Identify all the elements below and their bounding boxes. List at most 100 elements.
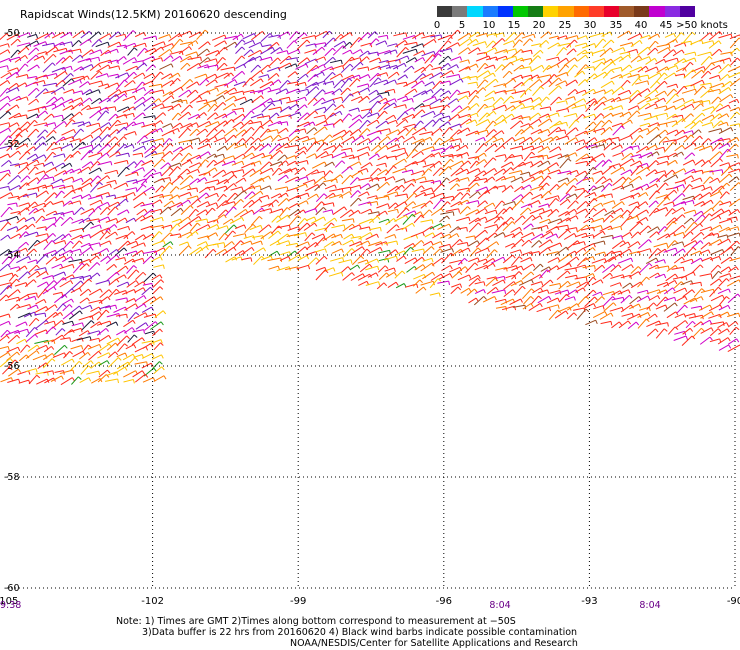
wind-barb bbox=[575, 113, 583, 122]
wind-barb bbox=[9, 303, 18, 311]
wind-barb-feather bbox=[208, 172, 211, 177]
wind-barb bbox=[59, 249, 72, 257]
wind-barb bbox=[467, 95, 477, 105]
wind-barb bbox=[690, 305, 702, 309]
wind-barb-feather bbox=[80, 97, 84, 102]
wind-barb-feather bbox=[198, 63, 202, 68]
wind-barb-feather bbox=[314, 97, 318, 102]
wind-barb-feather bbox=[88, 288, 92, 293]
wind-barb-feather bbox=[665, 136, 670, 141]
wind-barb bbox=[144, 145, 155, 154]
wind-barb-feather bbox=[286, 207, 291, 211]
wind-barb bbox=[278, 192, 287, 199]
wind-barb-feather bbox=[360, 241, 363, 246]
wind-barb-feather bbox=[406, 55, 410, 60]
wind-barb bbox=[563, 113, 577, 118]
wind-barb bbox=[702, 232, 713, 240]
wind-barb-feather bbox=[7, 153, 11, 158]
wind-barb-feather bbox=[177, 77, 181, 82]
wind-barb-feather bbox=[277, 215, 282, 220]
wind-barb bbox=[411, 80, 423, 89]
wind-barb bbox=[546, 56, 559, 61]
wind-barb bbox=[90, 70, 100, 80]
wind-barb-feather bbox=[343, 224, 346, 229]
wind-barb bbox=[474, 152, 485, 160]
wind-barb bbox=[548, 184, 558, 193]
wind-barb-feather bbox=[78, 40, 82, 44]
wind-barb-feather bbox=[89, 97, 93, 102]
wind-barb bbox=[472, 178, 487, 182]
wind-barb bbox=[32, 184, 46, 190]
wind-barb bbox=[315, 266, 326, 272]
wind-barb bbox=[673, 201, 685, 207]
wind-barb-feather bbox=[394, 234, 397, 239]
wind-barb bbox=[33, 122, 47, 127]
wind-barb bbox=[8, 82, 17, 90]
wind-barb-feather bbox=[304, 128, 307, 133]
wind-barb bbox=[671, 118, 684, 128]
wind-barb-feather bbox=[358, 161, 362, 166]
wind-barb bbox=[116, 44, 126, 48]
wind-barb bbox=[582, 88, 594, 97]
wind-barb-feather bbox=[72, 189, 76, 194]
wind-barb bbox=[342, 272, 353, 281]
wind-barb bbox=[709, 224, 721, 232]
wind-barb bbox=[359, 218, 373, 225]
wind-barb-feather bbox=[729, 273, 732, 278]
wind-barb bbox=[295, 241, 309, 248]
wind-barb-feather bbox=[483, 289, 486, 294]
wind-barb-feather bbox=[529, 257, 533, 262]
wind-barb bbox=[123, 258, 134, 265]
wind-barb-feather bbox=[333, 267, 336, 272]
wind-barb bbox=[513, 64, 523, 72]
wind-barb bbox=[681, 88, 696, 94]
wind-barb bbox=[609, 214, 622, 223]
wind-barb bbox=[268, 250, 278, 257]
wind-barb bbox=[593, 120, 602, 131]
wind-barb-feather bbox=[251, 191, 256, 195]
wind-barb-feather bbox=[585, 35, 589, 40]
wind-barb bbox=[53, 70, 66, 80]
wind-barb bbox=[710, 59, 724, 65]
wind-barb bbox=[627, 48, 637, 53]
wind-barb-feather bbox=[549, 106, 552, 111]
wind-barb bbox=[97, 161, 111, 166]
wind-barb bbox=[267, 257, 281, 262]
wind-barb-feather bbox=[118, 41, 122, 46]
wind-barb bbox=[451, 283, 461, 288]
wind-barb-feather bbox=[100, 230, 104, 235]
wind-barb-feather bbox=[169, 49, 173, 53]
wind-barb-feather bbox=[384, 110, 388, 115]
wind-barb-feather bbox=[124, 217, 128, 222]
wind-barb bbox=[301, 137, 315, 143]
wind-barb bbox=[376, 210, 386, 217]
wind-barb bbox=[232, 121, 242, 129]
wind-barb bbox=[18, 182, 27, 190]
wind-barb bbox=[520, 171, 530, 176]
wind-barb bbox=[169, 194, 178, 201]
wind-barb bbox=[6, 140, 17, 152]
wind-barb bbox=[439, 115, 450, 120]
wind-barb-feather bbox=[368, 226, 371, 231]
wind-barb-feather bbox=[348, 78, 353, 82]
wind-barb bbox=[206, 153, 216, 160]
wind-barb bbox=[27, 76, 37, 79]
wind-barb-feather bbox=[574, 177, 579, 182]
wind-barb bbox=[181, 159, 191, 166]
wind-barb bbox=[68, 97, 82, 104]
wind-barb bbox=[691, 129, 699, 137]
wind-barb-feather bbox=[726, 191, 730, 195]
wind-barb bbox=[675, 104, 685, 110]
wind-barb-feather bbox=[260, 240, 263, 245]
wind-barb bbox=[60, 31, 71, 39]
wind-barb bbox=[702, 170, 713, 173]
wind-barb-feather bbox=[663, 59, 667, 64]
wind-barb bbox=[520, 77, 531, 87]
wind-barb bbox=[60, 143, 72, 150]
wind-barb-feather bbox=[656, 126, 660, 131]
wind-barb-feather bbox=[262, 103, 266, 108]
wind-barb bbox=[584, 166, 594, 179]
wind-barb bbox=[27, 64, 38, 72]
wind-barb bbox=[99, 134, 109, 143]
wind-barb-feather bbox=[6, 65, 9, 70]
